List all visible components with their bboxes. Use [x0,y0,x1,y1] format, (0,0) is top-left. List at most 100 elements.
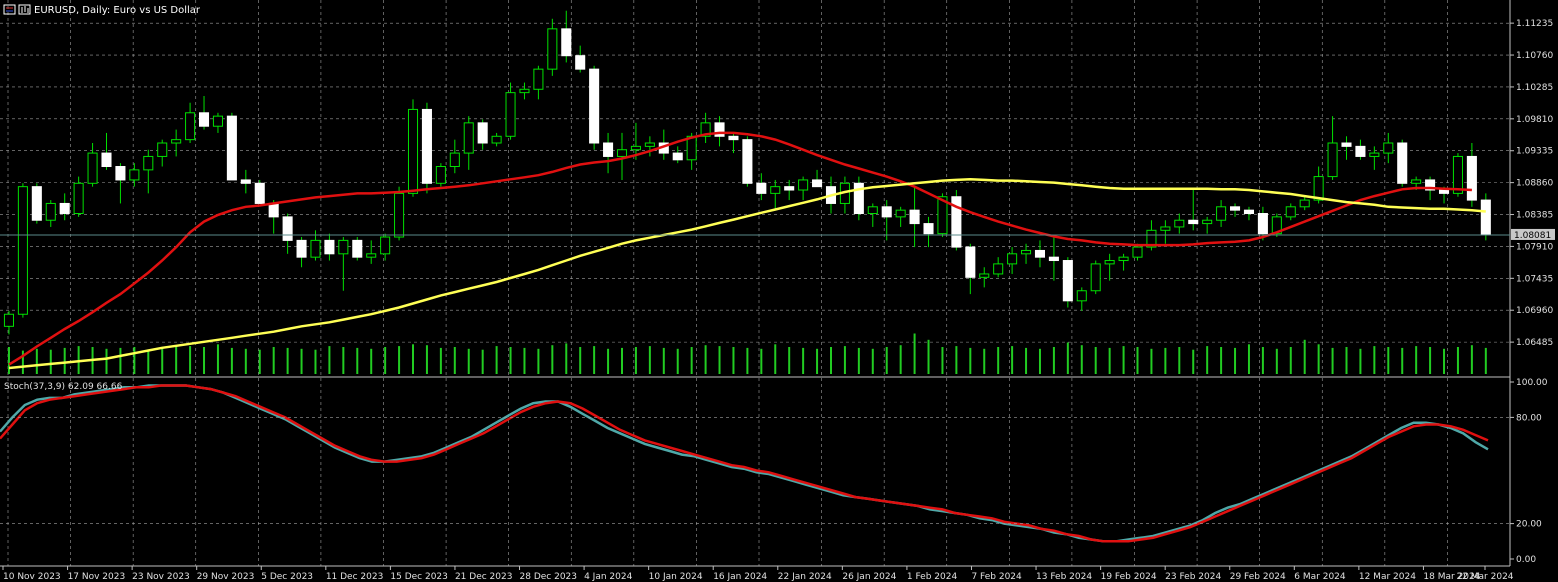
time-tick-label: 17 Nov 2023 [68,572,126,582]
candle-body [1132,246,1143,258]
candle-body [1271,216,1282,235]
candles[interactable] [3,10,1491,335]
time-tick-label: 7 Feb 2024 [971,572,1022,582]
candle-body [352,239,363,258]
candle-body [421,108,432,184]
candle-body [895,209,906,218]
candle [352,237,363,261]
stochastic-label: Stoch(37,3,9) 62.09 66.66 [4,382,123,392]
candle [533,65,544,100]
candle-body [714,122,725,137]
candle [212,112,223,133]
candle [380,233,391,261]
candle-body [73,182,84,215]
candle-body [171,139,182,144]
moving-averages [8,131,1486,370]
menu-icon[interactable] [3,4,16,15]
candle-body [881,206,892,218]
candle-body [129,169,140,181]
candle-body [812,179,823,188]
candle [1021,243,1032,264]
candle [1230,203,1241,217]
candle-body [1174,219,1185,228]
candle-body [1021,249,1032,255]
candle-body [616,149,628,157]
price-axis: 1.11235 1.10760 1.10285 1.09810 1.09335 1.088… [1510,19,1553,348]
candle-body [1104,260,1115,265]
candle [603,132,614,174]
price-tick-label: 1.07435 [1516,274,1553,284]
candle-body [1257,213,1268,235]
time-tick-label: 22 Jan 2024 [778,572,832,582]
candle-body [672,152,683,161]
candle [1397,139,1408,187]
time-tick-label: 19 Feb 2024 [1101,572,1157,582]
candle [979,267,990,288]
candle-body [533,68,544,90]
candle [853,176,864,221]
candle-body [407,108,419,194]
price-tick-label: 1.08385 [1516,211,1553,221]
candle-body [965,246,976,278]
candle-body [1341,142,1352,147]
candle [519,82,530,100]
candle-body [756,182,767,194]
candle-body [644,142,655,147]
grid [0,0,1510,566]
candle-body [1438,189,1450,194]
candle-body [798,179,809,191]
moving-average-yellow-line [8,178,1486,370]
candle [728,132,739,154]
candle-body [1062,260,1073,302]
candle [198,96,210,130]
candle [338,237,349,291]
price-tick-label: 1.10285 [1516,83,1553,93]
candle [909,186,920,248]
candle [700,112,711,144]
candle-body [17,186,28,315]
candle-body [867,206,878,215]
candle [87,143,98,187]
candle-body [1466,155,1477,201]
candle-body [1452,155,1463,194]
candle [770,179,781,211]
candle-body [853,182,864,215]
candle [951,190,962,251]
candle-chart-icon[interactable] [18,4,31,15]
candle-body [157,142,168,157]
candle [812,169,823,188]
stoch-main-line [0,384,1489,543]
time-tick-label: 23 Feb 2024 [1165,572,1221,582]
candle-body [1355,145,1366,157]
candle-body [115,166,126,181]
candle-body [3,313,14,327]
price-tick-label: 1.11235 [1516,19,1553,29]
candle-body [1230,206,1241,211]
time-tick-label: 21 Dec 2023 [455,572,513,582]
candle [575,45,586,73]
time-tick-label: 5 Dec 2023 [261,572,313,582]
moving-average-red-line [8,131,1472,366]
candle-body [449,152,460,168]
candle-body [547,28,558,70]
candle-body [1076,290,1087,302]
candle-body [59,202,70,215]
candle-body [700,122,711,137]
candle-body [1313,176,1324,201]
candle-body [310,239,321,258]
candle-body [1007,253,1018,265]
candle [491,132,502,147]
candle [1174,213,1185,234]
candle [394,186,405,241]
candle-body [1146,229,1157,248]
current-price-tag: 1.08081 [1511,228,1555,241]
candle-body [324,239,335,255]
candle [477,119,488,150]
candle [31,183,42,224]
candle-body [979,273,990,278]
stoch-tick-label: 20.00 [1516,520,1542,530]
stoch-tick-label: 80.00 [1516,413,1542,423]
candle [282,213,293,254]
